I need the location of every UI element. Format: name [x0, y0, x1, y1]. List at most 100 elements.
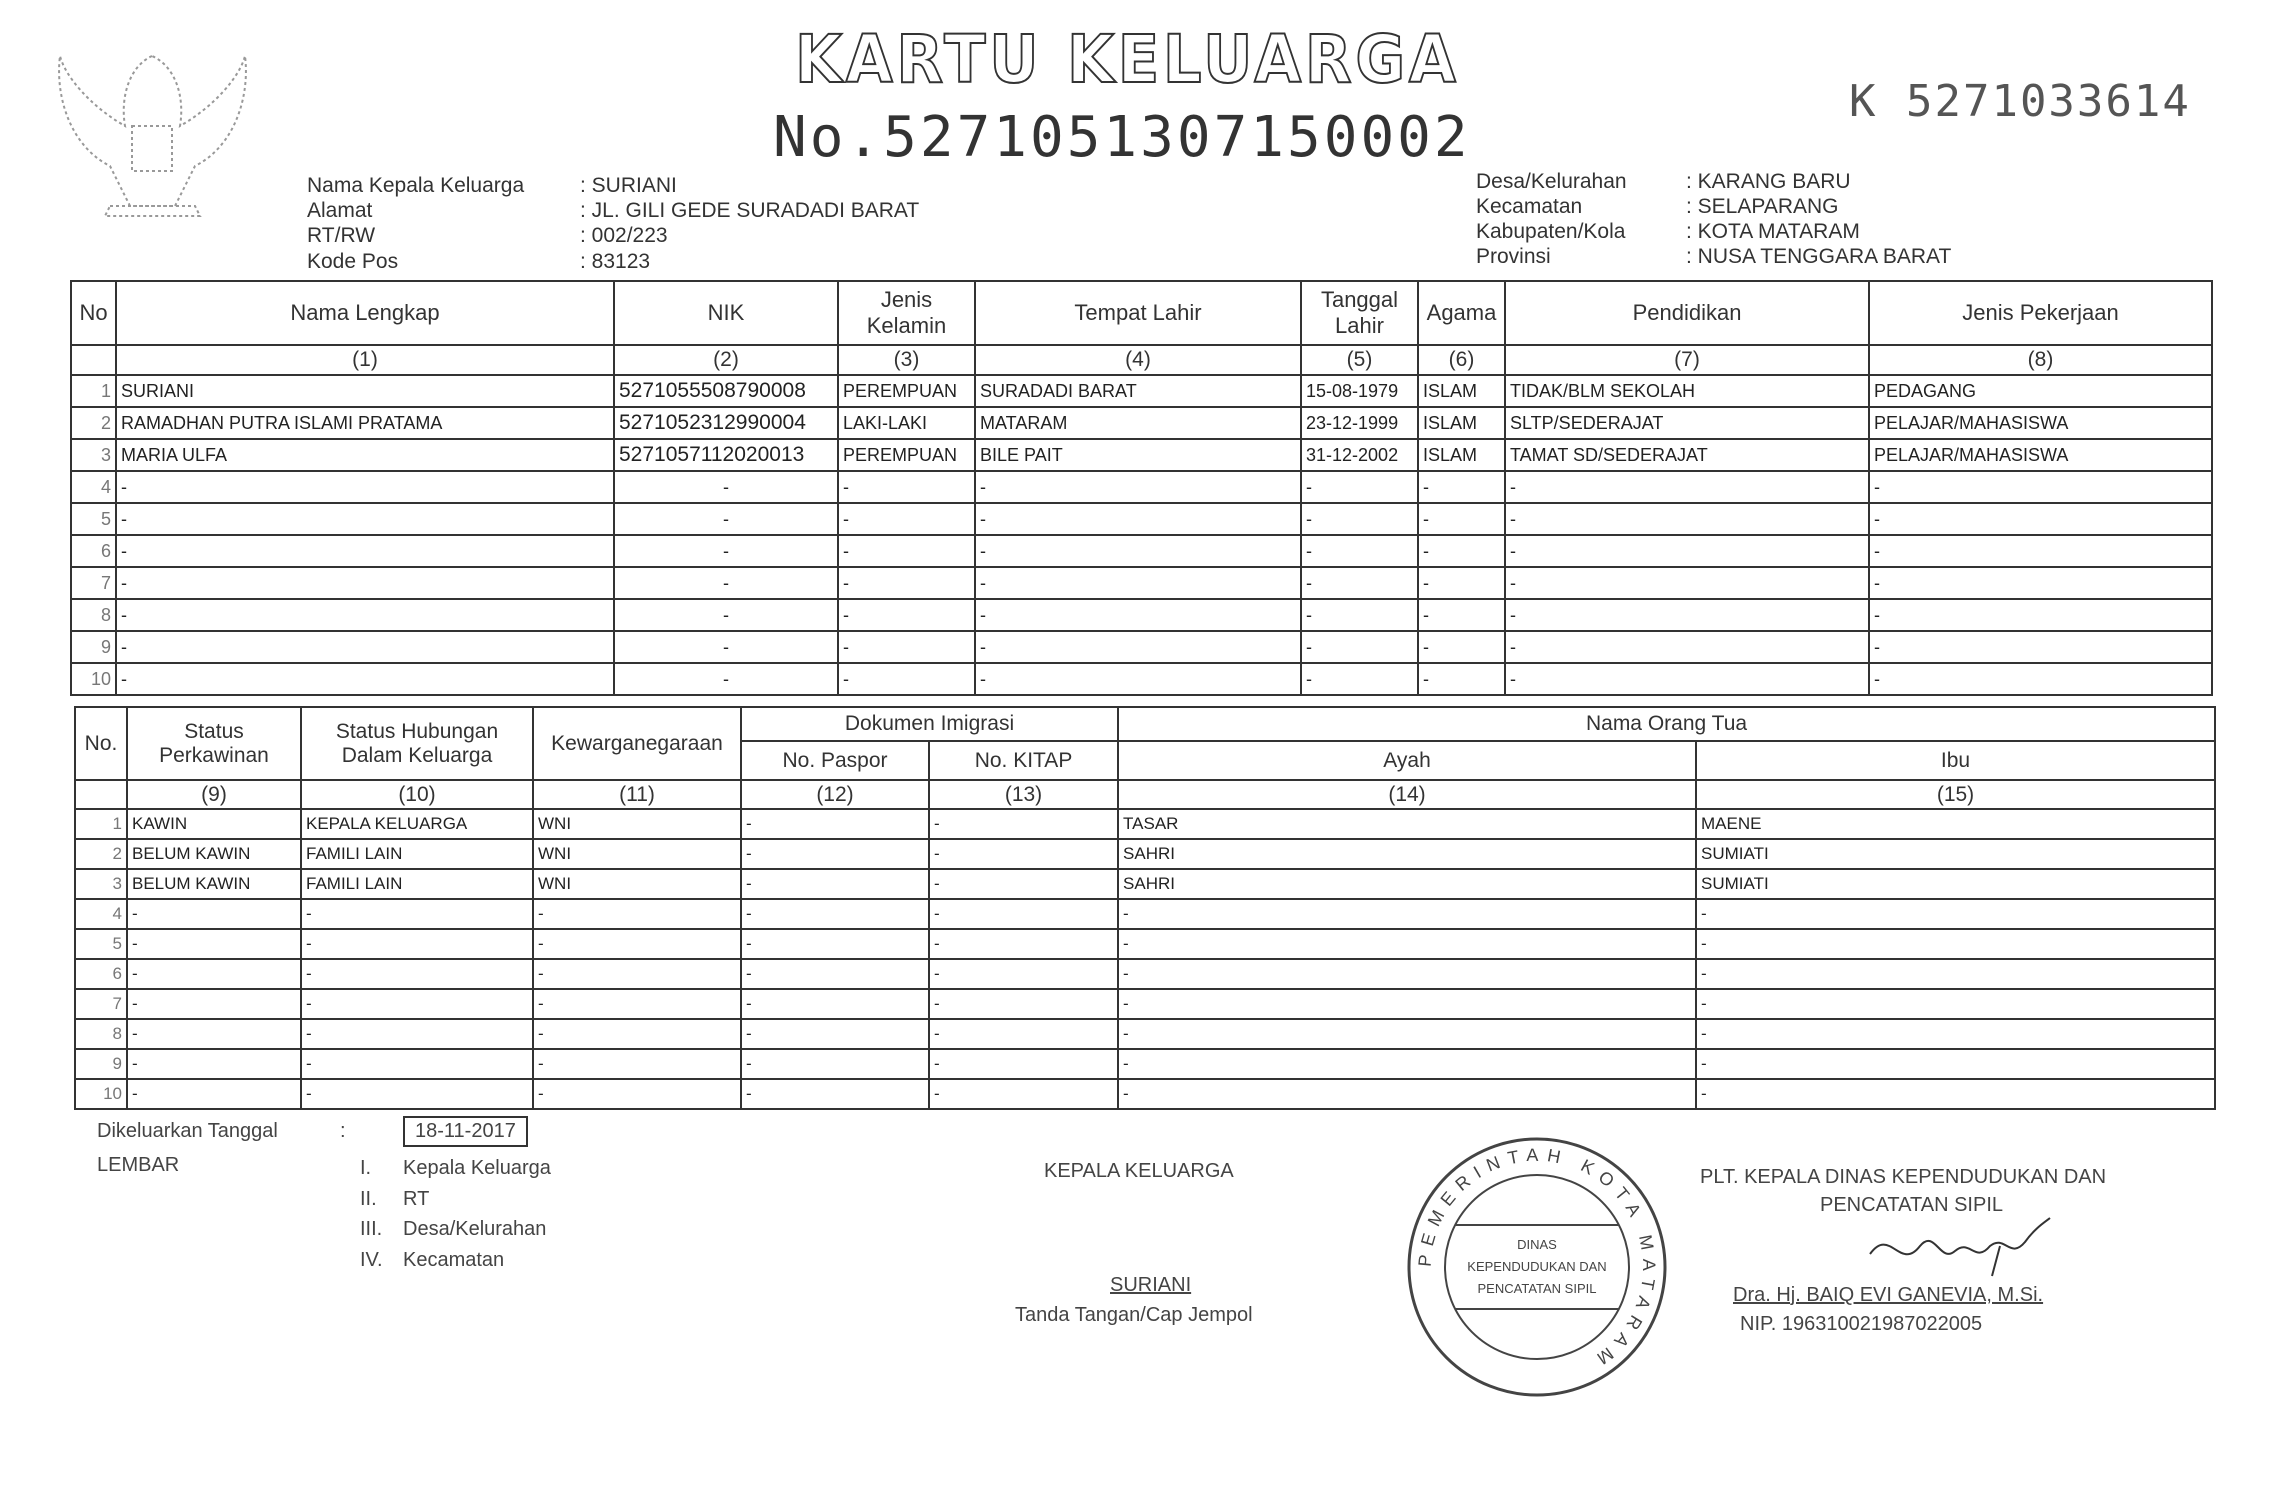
table-cell: -	[1300, 534, 1419, 568]
table-cell: -	[126, 898, 302, 930]
th-number-4: (4)	[974, 344, 1302, 376]
table-cell: -	[1868, 470, 2213, 504]
stamp-inner-text: DINAS KEPENDUDUKAN DAN PENCATATAN SIPIL	[1467, 1237, 1607, 1296]
issued-label: Dikeluarkan Tanggal	[97, 1120, 278, 1142]
table1-body: 1 SURIANI 5271055508790008 PEREMPUAN SURADAD…	[70, 374, 2213, 696]
table-row: 8--------	[70, 598, 2213, 632]
th-number-3: (3)	[837, 344, 976, 376]
table-cell: -	[740, 838, 930, 870]
table-cell: -	[1417, 470, 1506, 504]
table-cell: -	[115, 470, 615, 504]
table-cell: 7	[74, 988, 128, 1020]
table-cell: -	[1504, 598, 1870, 632]
label-provinsi: Provinsi	[1476, 245, 1551, 268]
table-cell: -	[115, 566, 615, 600]
th-number-8: (8)	[1868, 344, 2213, 376]
table-cell: -	[300, 958, 534, 990]
th-col-7: Pendidikan	[1504, 280, 1870, 346]
table-cell: -	[1117, 1018, 1698, 1050]
table-row: 3 MARIA ULFA 5271057112020013 PEREMPUAN BILE…	[70, 438, 2213, 472]
table-cell: KAWIN	[126, 808, 302, 840]
table-cell: -	[837, 662, 976, 696]
table-cell: TIDAK/BLM SEKOLAH	[1504, 374, 1870, 408]
table-cell: -	[300, 988, 534, 1020]
table-cell: -	[300, 1018, 534, 1050]
th-number-2: (2)	[613, 344, 839, 376]
value-kode-pos: : 83123	[580, 250, 651, 273]
table-cell: -	[532, 898, 742, 930]
table-row: 7-------	[74, 988, 2217, 1020]
table-cell: -	[927, 838, 1120, 870]
label-rtrw: RT/RW	[307, 224, 376, 247]
value-provinsi: : NUSA TENGGARA BARAT	[1686, 245, 1952, 268]
table-cell: -	[927, 1018, 1120, 1050]
th-ayah: Ayah	[1117, 740, 1698, 781]
table-cell: 4	[74, 898, 128, 930]
table-cell: 9	[74, 1048, 128, 1080]
value-desa: : KARANG BARU	[1686, 170, 1851, 193]
table-cell: -	[1300, 662, 1419, 696]
table-row: 9-------	[74, 1048, 2217, 1080]
table-cell: -	[115, 534, 615, 568]
signature-icon	[1869, 1217, 2051, 1277]
document-title: KARTU KELUARGA	[794, 21, 1460, 99]
table-cell: 10	[70, 662, 117, 696]
table-row: 4--------	[70, 470, 2213, 504]
table-cell: ISLAM	[1417, 406, 1506, 440]
official-nip: NIP. 196310021987022005	[1740, 1313, 1983, 1335]
label-alamat: Alamat	[307, 199, 373, 222]
table-cell: -	[1695, 958, 2217, 990]
table-cell: 15-08-1979	[1300, 374, 1419, 408]
label-kode-pos: Kode Pos	[307, 250, 399, 273]
table-row: 1 SURIANI 5271055508790008 PEREMPUAN SURADAD…	[70, 374, 2213, 408]
table-cell: -	[300, 898, 534, 930]
table-cell: MARIA ULFA	[115, 438, 615, 472]
th-number-5: (5)	[1300, 344, 1419, 376]
table-cell: -	[837, 630, 976, 664]
table-cell: -	[115, 662, 615, 696]
table-cell: 6	[70, 534, 117, 568]
th-col-4: Tempat Lahir	[974, 280, 1302, 346]
table-cell: 23-12-1999	[1300, 406, 1419, 440]
table-cell: 9	[70, 630, 117, 664]
table-cell: ISLAM	[1417, 438, 1506, 472]
table-cell: PEDAGANG	[1868, 374, 2213, 408]
table-cell: -	[126, 958, 302, 990]
th-number-1: (1)	[115, 344, 615, 376]
table-cell: -	[1300, 470, 1419, 504]
table-cell: -	[927, 1078, 1120, 1110]
table-cell: -	[740, 928, 930, 960]
table-cell: SLTP/SEDERAJAT	[1504, 406, 1870, 440]
table-cell: SUMIATI	[1695, 868, 2217, 900]
table-cell: SURIANI	[115, 374, 615, 408]
table-row: 2 RAMADHAN PUTRA ISLAMI PRATAMA 5271052312…	[70, 406, 2213, 440]
official-name: Dra. Hj. BAIQ EVI GANEVIA, M.Si.	[1733, 1284, 2044, 1306]
th-status-hubungan: Status Hubungan Dalam Keluarga	[300, 706, 534, 781]
table2-number-row: (9) (10) (11) (12) (13) (14) (15)	[74, 779, 2217, 810]
table-cell: MATARAM	[974, 406, 1302, 440]
table-cell: -	[974, 534, 1302, 568]
table-cell: FAMILI LAIN	[300, 868, 534, 900]
lembar-text-1: Kepala Keluarga	[403, 1157, 551, 1179]
table-cell: -	[1695, 1078, 2217, 1110]
label-kecamatan: Kecamatan	[1476, 195, 1583, 218]
table-row: 3 BELUM KAWIN FAMILI LAIN WNI - - SAHRI SUMIATI	[74, 868, 2217, 900]
family-members-table: No Nama Lengkap NIK Jenis Kelamin Tempat Lah…	[70, 280, 2213, 696]
table-cell: WNI	[532, 808, 742, 840]
table1-header-row: No Nama Lengkap NIK Jenis Kelamin Tempat Lah…	[70, 280, 2213, 346]
th-number-2: (10)	[300, 779, 534, 810]
head-of-family-name: SURIANI	[1110, 1274, 1192, 1296]
table-cell: WNI	[532, 868, 742, 900]
table-cell: -	[1117, 928, 1698, 960]
table-cell: -	[927, 958, 1120, 990]
table-cell: -	[837, 598, 976, 632]
head-of-family-title: KEPALA KELUARGA	[1044, 1160, 1234, 1182]
table-cell: 5	[74, 928, 128, 960]
table-cell: -	[1417, 566, 1506, 600]
table-cell: -	[1504, 630, 1870, 664]
table-cell: -	[532, 958, 742, 990]
table-cell: -	[1695, 1048, 2217, 1080]
th-no-paspor: No. Paspor	[740, 740, 930, 781]
table-cell: SUMIATI	[1695, 838, 2217, 870]
table-cell: -	[300, 1078, 534, 1110]
